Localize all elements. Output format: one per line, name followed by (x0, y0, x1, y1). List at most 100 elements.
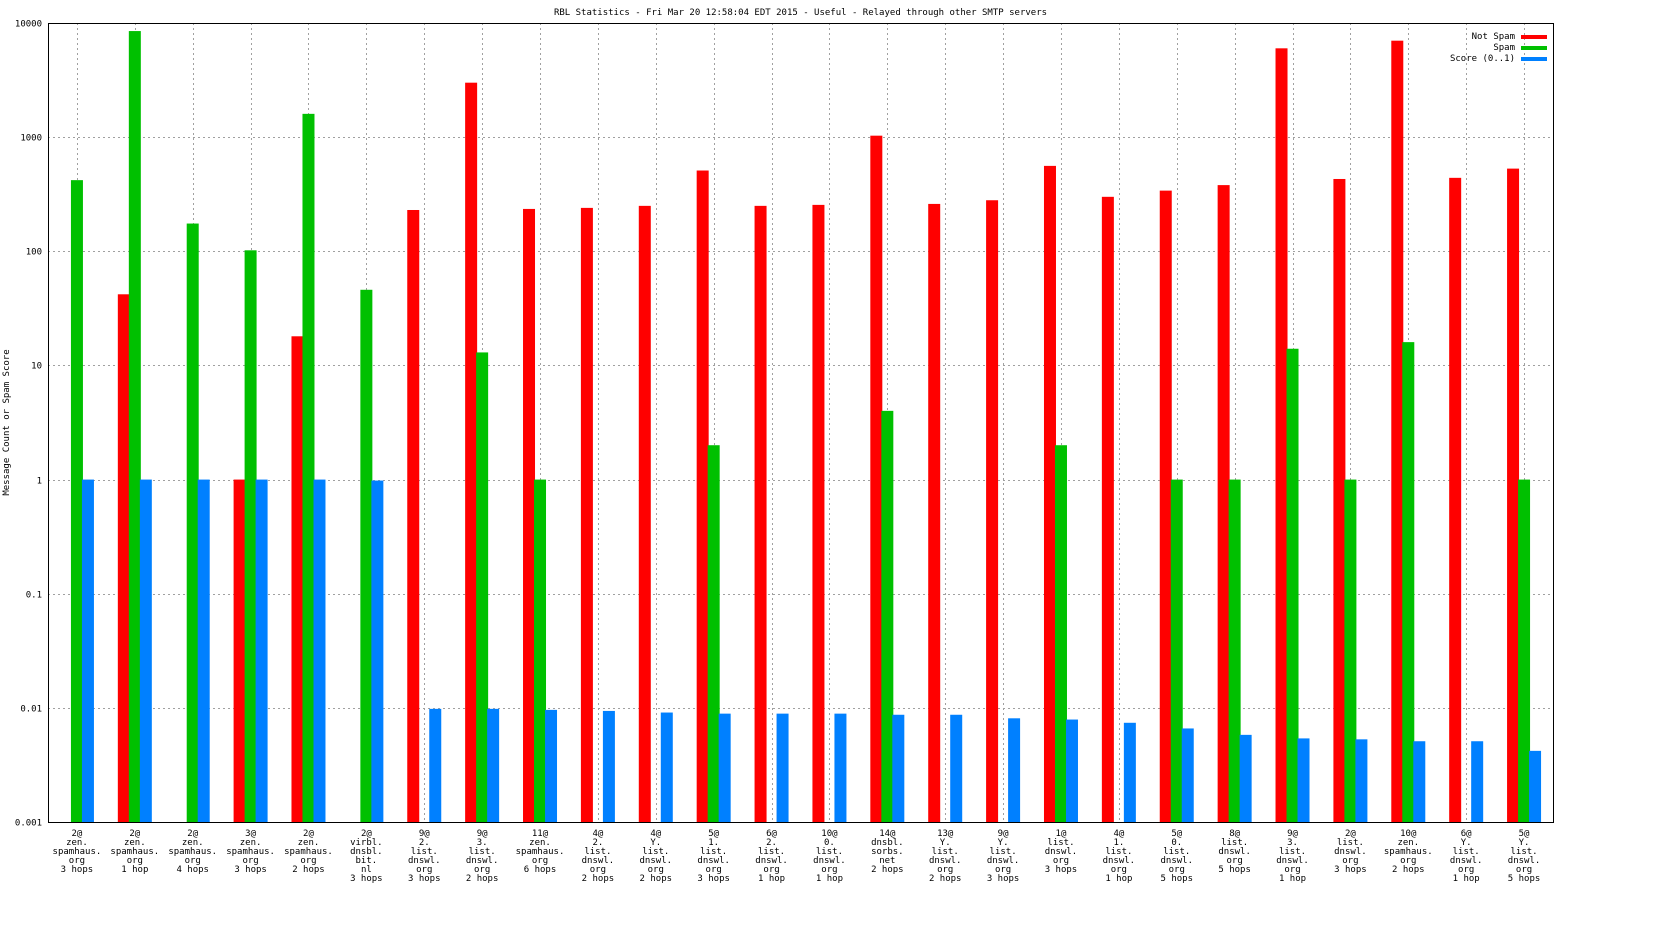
legend-swatch (1521, 46, 1547, 50)
x-tick-label: 9@ 3. list. dnswl. org 2 hops (466, 829, 499, 884)
bar-score-0-1 (1181, 728, 1194, 822)
bar-score-0-1 (1529, 750, 1542, 822)
chart-title: RBL Statistics - Fri Mar 20 12:58:04 EDT… (554, 8, 1047, 18)
bar-score-0-1 (718, 713, 731, 822)
bar-spam (1286, 348, 1299, 822)
bar-not-spam (1333, 178, 1346, 823)
bar-score-0-1 (1471, 741, 1484, 822)
bar-score-0-1 (255, 479, 268, 822)
x-tick-label: 4@ 2. list. dnswl. org 2 hops (582, 829, 615, 884)
x-tick-label: 2@ zen. spamhaus. org 2 hops (284, 829, 333, 875)
bar-not-spam (1507, 168, 1520, 822)
x-tick-label: 9@ 2. list. dnswl. org 3 hops (408, 829, 441, 884)
bar-not-spam (1217, 185, 1230, 823)
bar-spam (70, 180, 83, 823)
bar-score-0-1 (1123, 722, 1136, 822)
bar-not-spam (233, 479, 246, 822)
x-axis-labels: 2@ zen. spamhaus. org 3 hops 2@ zen. spamhaus. o… (53, 829, 1541, 884)
bar-spam (186, 223, 199, 822)
x-tick-label: 9@ 3. list. dnswl. org 1 hop (1276, 829, 1309, 884)
x-tick-label: 3@ zen. spamhaus. org 3 hops (226, 829, 275, 875)
bar-score-0-1 (834, 713, 847, 822)
x-tick-label: 5@ 0. list. dnswl. org 5 hops (1160, 829, 1193, 884)
bar-score-0-1 (1355, 739, 1368, 822)
bar-score-0-1 (892, 714, 905, 822)
bar-not-spam (986, 200, 999, 822)
y-axis-ticks: 0.001 0.01 0.1 1 10 100 1000 10000 (15, 20, 42, 829)
bar-score-0-1 (139, 479, 152, 822)
bar-not-spam (754, 205, 767, 822)
y-tick-label: 0.001 (15, 819, 42, 829)
x-tick-label: 10@ 0. list. dnswl. org 1 hop (813, 829, 846, 884)
bar-not-spam (1159, 190, 1172, 822)
x-tick-label: 1@ list. dnswl. org 3 hops (1045, 829, 1078, 875)
y-axis-label: Message Count or Spam Score (2, 349, 12, 495)
bar-score-0-1 (487, 708, 500, 822)
y-tick-label: 10 (31, 362, 42, 372)
bar-spam (707, 445, 720, 822)
bar-spam (1170, 479, 1183, 822)
bar-not-spam (1275, 48, 1288, 822)
bar-spam (302, 113, 315, 823)
y-tick-label: 10000 (15, 20, 42, 30)
bar-not-spam (1043, 165, 1056, 823)
x-tick-label: 4@ 1. list. dnswl. org 1 hop (1103, 829, 1136, 884)
x-tick-label: 2@ zen. spamhaus. org 3 hops (53, 829, 102, 875)
x-tick-label: 2@ virbl. dnsbl. bit. nl 3 hops (350, 829, 383, 884)
x-tick-label: 5@ Y. list. dnswl. org 5 hops (1508, 829, 1541, 884)
bar-score-0-1 (429, 708, 442, 822)
bar-not-spam (580, 207, 593, 822)
bar-score-0-1 (1008, 718, 1021, 822)
x-tick-label: 4@ Y. list. dnswl. org 2 hops (640, 829, 673, 884)
bar-spam (1518, 479, 1531, 822)
y-tick-label: 1000 (20, 134, 42, 144)
x-tick-label: 2@ zen. spamhaus. org 4 hops (168, 829, 217, 875)
x-tick-label: 10@ zen. spamhaus. org 2 hops (1384, 829, 1433, 875)
legend-label: Not Spam (1472, 32, 1515, 42)
bar-not-spam (465, 82, 478, 823)
bar-spam (244, 250, 257, 822)
legend-label: Spam (1493, 43, 1515, 53)
bar-not-spam (928, 203, 941, 823)
grid (48, 23, 1553, 822)
plot-frame (48, 23, 1554, 823)
bar-not-spam (812, 204, 825, 822)
bar-spam (1228, 479, 1241, 822)
y-tick-label: 0.1 (26, 591, 42, 601)
bar-not-spam (1391, 40, 1404, 822)
bar-score-0-1 (776, 713, 789, 822)
x-tick-label: 6@ Y. list. dnswl. org 1 hop (1450, 829, 1483, 884)
bar-not-spam (117, 294, 130, 822)
x-tick-label: 6@ 2. list. dnswl. org 1 hop (755, 829, 788, 884)
bar-not-spam (1449, 177, 1462, 822)
bar-score-0-1 (313, 479, 326, 822)
x-tick-label: 9@ Y. list. dnswl. org 3 hops (987, 829, 1020, 884)
bar-spam (534, 479, 547, 822)
bar-spam (360, 289, 373, 822)
legend-label: Score (0..1) (1450, 54, 1515, 64)
x-tick-label: 2@ list. dnswl. org 3 hops (1334, 829, 1367, 875)
x-tick-label: 8@ list. dnswl. org 5 hops (1218, 829, 1251, 875)
bar-score-0-1 (197, 479, 210, 822)
bar-score-0-1 (1297, 738, 1310, 822)
bar-spam (1344, 479, 1357, 822)
bar-not-spam (638, 205, 651, 822)
legend-swatch (1521, 57, 1547, 61)
bar-not-spam (523, 208, 536, 822)
bar-spam (1402, 342, 1415, 822)
bar-not-spam (407, 209, 420, 822)
bar-spam (1054, 445, 1067, 822)
legend-swatch (1521, 35, 1547, 39)
bar-score-0-1 (1239, 734, 1252, 822)
bar-score-0-1 (545, 709, 558, 822)
bar-spam (476, 352, 489, 822)
y-tick-label: 1 (37, 477, 42, 487)
bar-score-0-1 (1065, 719, 1078, 822)
x-tick-label: 5@ 1. list. dnswl. org 3 hops (697, 829, 730, 884)
y-tick-label: 0.01 (20, 705, 42, 715)
x-tick-label: 13@ Y. list. dnswl. org 2 hops (929, 829, 962, 884)
bar-not-spam (291, 336, 304, 822)
bar-spam (881, 410, 894, 822)
bars (70, 31, 1542, 823)
x-tick-label: 11@ zen. spamhaus. org 6 hops (516, 829, 565, 875)
